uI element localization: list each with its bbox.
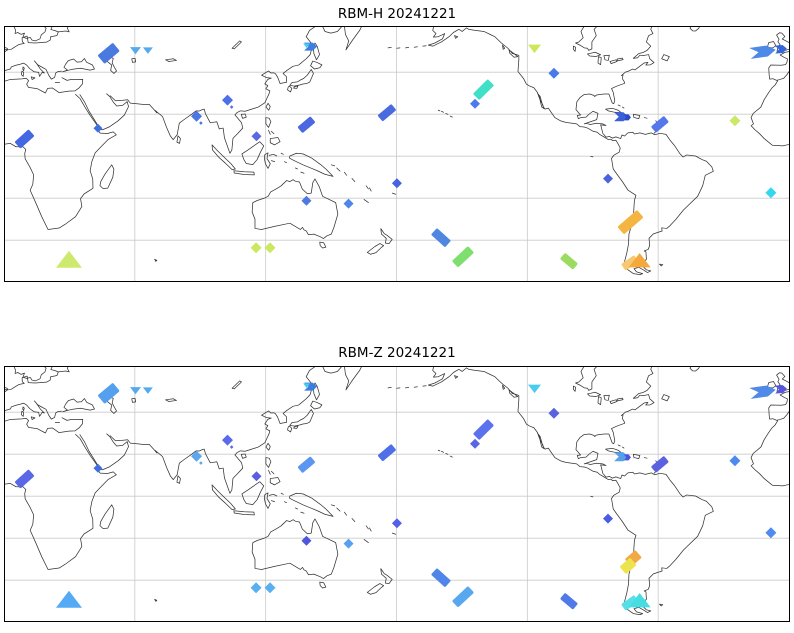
- obs-marker-diamond: [548, 407, 560, 419]
- obs-marker-diamond: [93, 123, 103, 133]
- obs-marker-diamond: [470, 98, 480, 109]
- obs-marker-swath: [621, 255, 639, 271]
- obs-marker-swath: [15, 129, 34, 149]
- obs-marker-swath: [15, 469, 34, 489]
- obs-marker-swath: [560, 253, 578, 270]
- obs-marker-tri_up: [55, 250, 82, 268]
- obs-marker-swath: [431, 228, 451, 247]
- obs-marker-swath: [621, 595, 639, 611]
- obs-marker-diamond: [729, 115, 741, 127]
- panel-title-rbm-h: RBM-H 20241221: [337, 6, 457, 22]
- obs-marker-diamond: [729, 455, 741, 467]
- obs-marker-tri_down: [303, 43, 311, 48]
- obs-marker-arrow: [774, 44, 787, 54]
- map-gridlines: [4, 26, 790, 282]
- obs-marker-swath: [98, 43, 120, 64]
- observation-markers: [15, 42, 787, 271]
- panel-title-rbm-z: RBM-Z 20241221: [338, 345, 456, 361]
- obs-marker-diamond: [301, 535, 312, 546]
- obs-marker-tri_down: [129, 387, 141, 395]
- obs-marker-diamond: [199, 121, 203, 125]
- map-rbm-h: [4, 26, 790, 282]
- obs-marker-swath: [297, 116, 315, 133]
- obs-marker-diamond: [199, 461, 203, 465]
- obs-marker-diamond: [301, 195, 312, 206]
- obs-marker-swath: [431, 568, 451, 587]
- obs-marker-tri_up: [628, 593, 651, 608]
- obs-marker-diamond: [343, 198, 354, 209]
- obs-marker-tri_down: [303, 383, 311, 388]
- obs-marker-diamond: [603, 513, 614, 524]
- obs-marker-swath: [620, 558, 637, 574]
- obs-marker-diamond: [191, 110, 203, 122]
- obs-marker-tri_down: [528, 44, 542, 54]
- obs-marker-diamond: [229, 105, 234, 109]
- map-frame: [4, 26, 790, 282]
- obs-marker-swath: [452, 586, 474, 607]
- obs-marker-tri_down: [142, 387, 153, 394]
- obs-marker-diamond: [391, 518, 402, 529]
- map-rbm-z: [4, 366, 790, 622]
- obs-marker-swath: [297, 456, 315, 473]
- obs-marker-diamond: [603, 173, 614, 184]
- obs-marker-diamond: [191, 450, 203, 462]
- map-frame: [4, 366, 790, 622]
- obs-marker-diamond: [264, 582, 276, 594]
- obs-marker-diamond: [264, 242, 276, 254]
- obs-marker-diamond: [250, 242, 262, 254]
- obs-marker-diamond: [93, 463, 103, 473]
- obs-marker-tri_up: [55, 590, 82, 608]
- obs-marker-diamond: [222, 434, 234, 446]
- obs-marker-swath: [98, 383, 120, 404]
- obs-marker-tri_down: [142, 47, 153, 54]
- obs-marker-diamond: [343, 538, 354, 549]
- obs-marker-diamond: [391, 178, 402, 189]
- obs-marker-swath: [378, 104, 396, 121]
- obs-marker-tri_up: [628, 253, 651, 268]
- obs-marker-tri_down: [129, 47, 141, 55]
- obs-marker-swath: [560, 593, 578, 610]
- obs-marker-diamond: [548, 67, 560, 79]
- obs-marker-diamond: [250, 582, 262, 594]
- obs-marker-arrow: [749, 385, 776, 399]
- obs-marker-arrow: [774, 384, 787, 394]
- obs-marker-swath: [378, 444, 396, 461]
- map-panel-rbm-z: [4, 366, 790, 622]
- obs-marker-swath: [452, 246, 474, 267]
- obs-marker-arrow: [749, 45, 776, 59]
- obs-marker-tri_down: [528, 384, 542, 394]
- obs-marker-diamond: [222, 94, 234, 106]
- observation-markers: [15, 382, 787, 611]
- obs-marker-diamond: [251, 471, 262, 482]
- obs-marker-diamond: [765, 527, 777, 539]
- obs-marker-diamond: [229, 445, 234, 449]
- obs-marker-diamond: [470, 438, 480, 449]
- obs-marker-swath: [651, 456, 669, 473]
- obs-marker-swath: [617, 210, 643, 234]
- obs-marker-diamond: [251, 131, 262, 142]
- map-gridlines: [4, 366, 790, 622]
- obs-marker-swath: [651, 116, 669, 133]
- obs-marker-arrow: [623, 454, 631, 461]
- map-panel-rbm-h: [4, 26, 790, 282]
- obs-marker-swath: [473, 79, 494, 100]
- obs-marker-swath: [473, 419, 494, 440]
- obs-marker-diamond: [765, 187, 777, 199]
- obs-marker-arrow: [623, 114, 631, 121]
